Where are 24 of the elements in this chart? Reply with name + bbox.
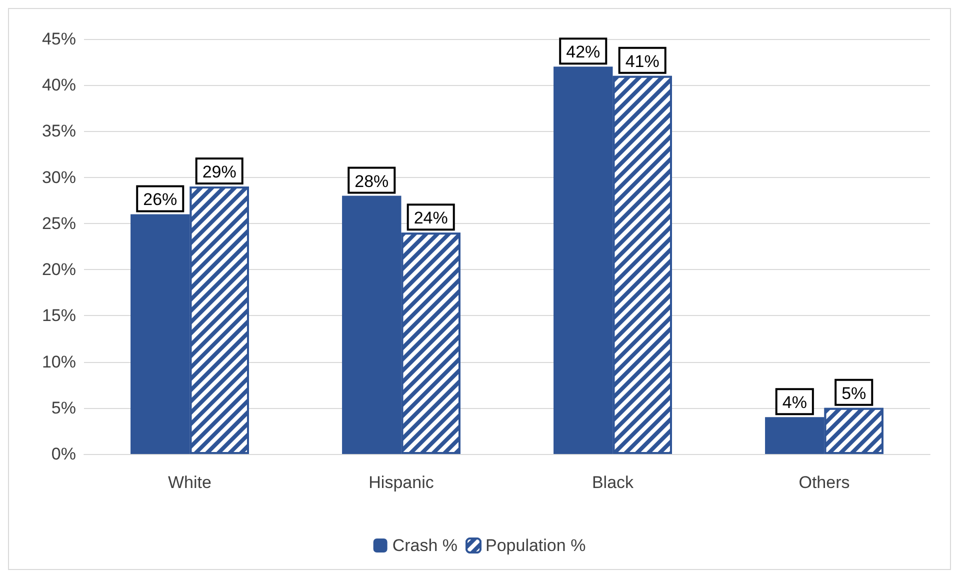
- data-label: 5%: [842, 384, 866, 403]
- x-tick-label: Black: [592, 473, 634, 492]
- x-tick-label: Others: [798, 473, 850, 492]
- data-label: 29%: [202, 162, 236, 182]
- y-tick-label: 35%: [42, 122, 76, 141]
- data-label: 4%: [782, 393, 807, 412]
- x-tick-label: White: [168, 473, 212, 492]
- legend-label: Population %: [486, 536, 586, 555]
- data-label: 28%: [354, 172, 389, 191]
- y-tick-label: 30%: [42, 168, 76, 187]
- data-label: 26%: [143, 190, 178, 210]
- x-tick-label: Hispanic: [368, 473, 434, 492]
- y-tick-label: 40%: [42, 76, 76, 95]
- y-tick-label: 20%: [42, 260, 76, 280]
- data-label: 42%: [566, 42, 600, 62]
- data-label: 41%: [625, 52, 660, 71]
- legend-label: Crash %: [392, 536, 458, 555]
- y-tick-label: 0%: [51, 444, 76, 464]
- y-tick-label: 5%: [51, 398, 76, 418]
- y-tick-label: 15%: [42, 306, 76, 326]
- y-tick-label: 45%: [42, 30, 76, 48]
- y-tick-label: 25%: [42, 214, 76, 233]
- y-tick-label: 10%: [42, 352, 76, 372]
- data-label: 24%: [414, 208, 448, 228]
